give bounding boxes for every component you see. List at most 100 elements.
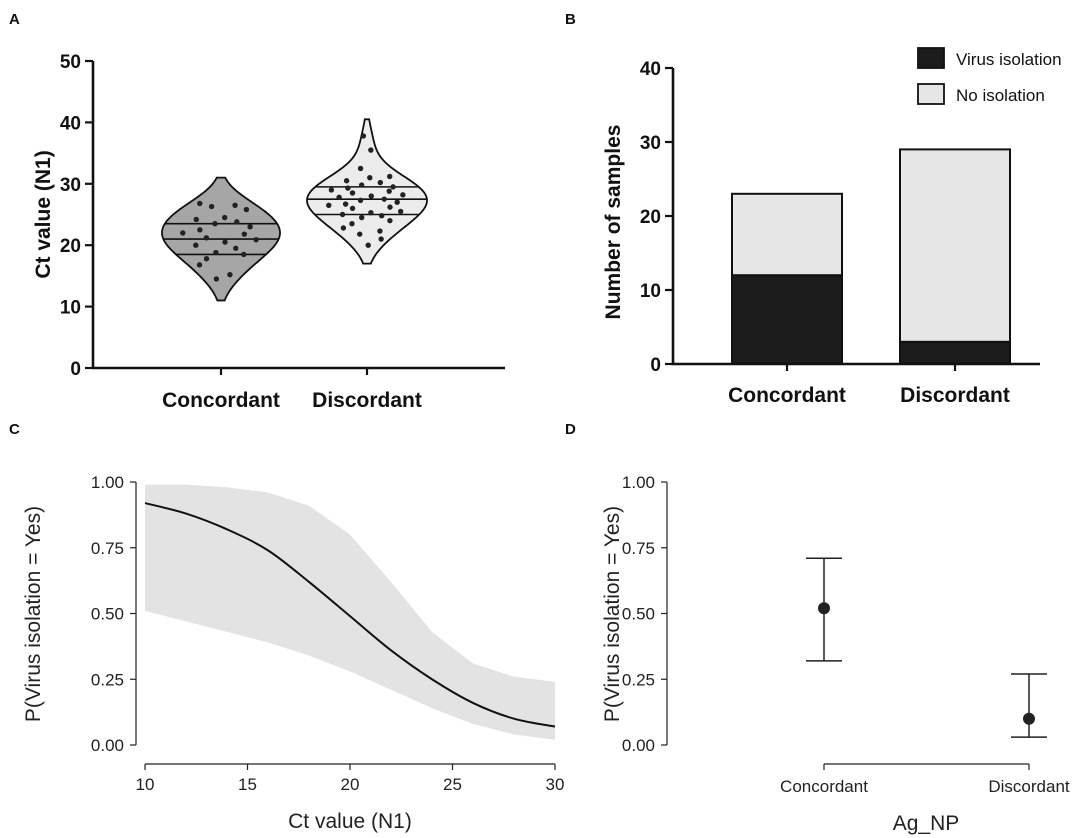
violin-point [368, 209, 374, 216]
violin-point [253, 236, 259, 243]
confidence-band [145, 484, 555, 740]
violin-point [326, 202, 332, 208]
bar-concordant-no-isolation [731, 192, 843, 277]
violin-point [381, 196, 387, 202]
y-tick-label: 10 [60, 298, 81, 319]
panel-d-errorbar-chart: Concordant Discordant 0.00 0.25 0.50 0.75 1.00… [601, 473, 1070, 835]
y-axis-title: P(Virus isolation = Yes) [22, 506, 45, 722]
y-tick-label: 20 [60, 236, 81, 257]
x-tick-label: 10 [136, 775, 155, 794]
legend-label-virus-isolation: Virus isolation [956, 50, 1062, 69]
violin-point [243, 206, 250, 213]
bar-discordant-no-isolation [899, 148, 1011, 343]
panel-b-stacked-bar-chart: Concordant Discordant 0 10 20 30 40 Number of s… [602, 47, 1062, 407]
y-tick-label: 40 [60, 113, 81, 134]
violin-point [180, 230, 186, 236]
x-tick-label-discordant: Discordant [900, 384, 1010, 407]
x-tick-label: 20 [341, 775, 360, 794]
x-tick-label-discordant: Discordant [988, 777, 1070, 796]
violin-point [387, 173, 393, 180]
violin-point [349, 221, 355, 227]
violin-point [247, 224, 253, 230]
y-tick-label: 0.00 [91, 736, 124, 755]
violin-point [197, 227, 203, 233]
y-axis-title: Number of samples [602, 125, 625, 320]
y-tick-label: 1.00 [91, 473, 124, 492]
y-tick-label: 20 [640, 207, 661, 228]
violin-point [378, 213, 385, 219]
violin-point [349, 205, 356, 212]
x-axis-title: Ag_NP [893, 812, 960, 835]
violin-point [390, 184, 396, 190]
violin-point [394, 199, 400, 205]
y-tick-label: 0 [70, 359, 81, 380]
y-axis-title: P(Virus isolation = Yes) [601, 506, 624, 722]
panel-label-b: B [565, 11, 576, 28]
y-tick-label: 0.00 [622, 736, 655, 755]
x-tick-label: 15 [238, 775, 257, 794]
y-tick-label: 0.50 [622, 605, 655, 624]
violin-point [357, 165, 364, 172]
x-tick-label-discordant: Discordant [312, 389, 422, 412]
y-tick-label: 0 [650, 355, 661, 376]
y-tick-label: 0.75 [91, 539, 124, 558]
violin-point [227, 271, 233, 278]
violin-point [365, 242, 371, 248]
violin-point [197, 200, 203, 207]
legend-swatch-no-isolation [917, 83, 945, 105]
violin-point [208, 203, 215, 210]
violin-discordant [306, 118, 428, 265]
violin-point [357, 231, 363, 237]
violin-point [203, 256, 210, 262]
violin-point [343, 178, 350, 184]
bar-discordant-virus-isolation [899, 340, 1011, 365]
y-axis-title: Ct value (N1) [32, 150, 55, 278]
violin-point [368, 147, 374, 153]
bar-concordant-virus-isolation [731, 274, 843, 366]
violin-point [377, 228, 383, 234]
violin-point [349, 190, 356, 196]
violin-point [212, 221, 218, 227]
violin-point [241, 231, 248, 237]
probability-curve [144, 502, 556, 728]
y-tick-label: 30 [640, 133, 661, 154]
x-tick-label-concordant: Concordant [728, 384, 846, 407]
x-tick-label: 30 [546, 775, 565, 794]
y-tick-label: 0.50 [91, 605, 124, 624]
y-tick-label: 50 [60, 52, 81, 73]
violin-point [193, 242, 199, 248]
y-tick-label: 30 [60, 175, 81, 196]
estimate-point-discordant [1023, 712, 1035, 725]
y-tick-label: 40 [640, 59, 661, 80]
violin-point [368, 193, 374, 199]
panel-label-d: D [565, 421, 576, 438]
violin-point [360, 133, 367, 139]
violin-point [203, 235, 210, 241]
violin-point [339, 211, 346, 218]
violin-point [213, 276, 220, 282]
violin-point [328, 187, 335, 193]
x-tick-label-concordant: Concordant [780, 777, 868, 796]
violin-point [359, 214, 365, 221]
violin-point [378, 236, 384, 242]
x-tick-label-concordant: Concordant [162, 389, 280, 412]
violin-point [193, 216, 199, 223]
estimate-point-concordant [818, 602, 830, 615]
panel-label-c: C [9, 421, 20, 438]
violin-point [221, 214, 228, 221]
violin-point [400, 192, 406, 198]
legend-label-no-isolation: No isolation [956, 86, 1045, 105]
violin-point [345, 185, 351, 191]
violin-point [233, 245, 239, 251]
violin-point [386, 188, 392, 194]
panel-a-violin-chart: Concordant Discordant 0 10 20 30 40 50 Ct value … [32, 52, 505, 412]
y-tick-label: 0.25 [622, 670, 655, 689]
violin-point [387, 204, 393, 210]
violin-point [387, 217, 393, 224]
x-tick-label: 25 [443, 775, 462, 794]
violin-point [240, 251, 247, 258]
y-tick-label: 10 [640, 281, 661, 302]
violin-point [340, 225, 347, 231]
panel-c-logistic-curve-chart: 0.00 0.25 0.50 0.75 1.00 10 15 20 25 30 Ct value (… [22, 473, 564, 833]
